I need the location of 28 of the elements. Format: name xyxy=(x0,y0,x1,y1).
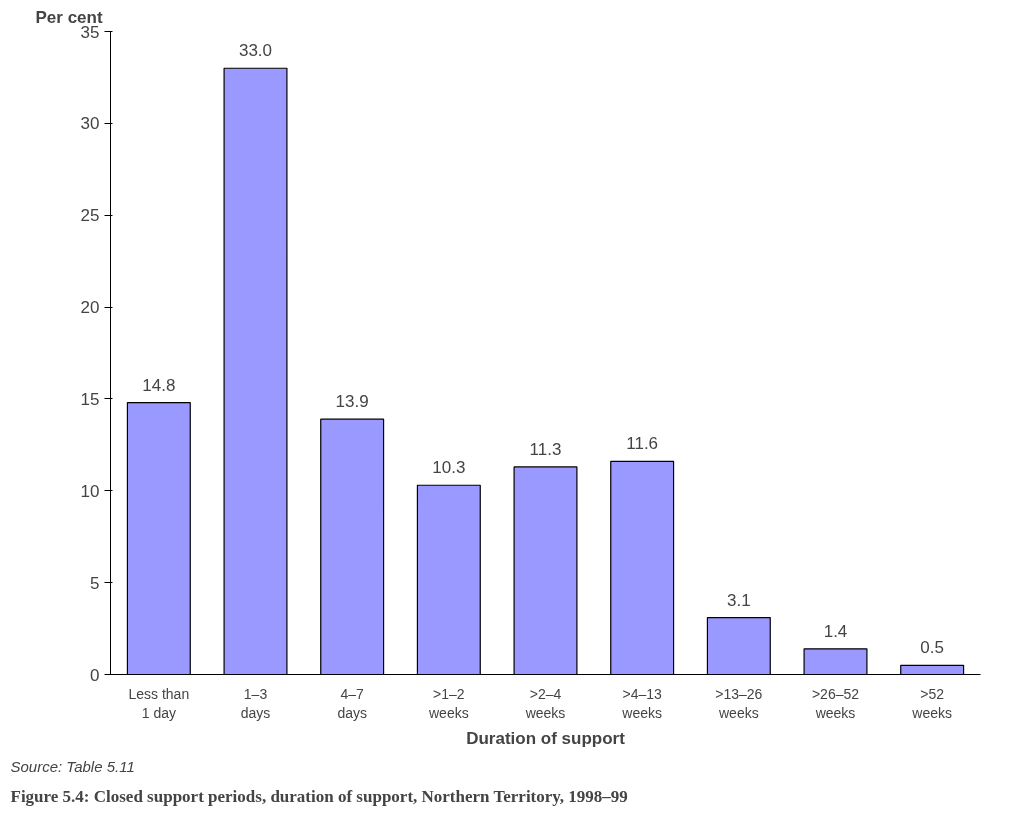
y-tick-label: 25 xyxy=(80,206,100,226)
source-note: Source: Table 5.11 xyxy=(10,757,135,775)
x-tick-label: Less than 1 day xyxy=(128,685,190,721)
y-tick-label: 30 xyxy=(80,114,100,134)
data-label: 11.6 xyxy=(626,434,659,454)
data-label: 14.8 xyxy=(142,375,176,395)
data-label: 0.5 xyxy=(920,638,944,658)
y-tick-label: 10 xyxy=(80,481,100,501)
x-tick-label: >26–52 weeks xyxy=(811,685,860,721)
data-label: 10.3 xyxy=(432,458,466,478)
x-tick-label: 1–3 days xyxy=(240,685,271,721)
data-label: 3.1 xyxy=(727,590,751,610)
x-tick-label: >52 weeks xyxy=(911,685,953,721)
x-tick-label: >13–26 weeks xyxy=(715,685,763,721)
y-tick-label: 5 xyxy=(90,573,100,593)
x-tick-label: 4–7 days xyxy=(337,685,367,721)
x-tick-label: >4–13 weeks xyxy=(621,685,663,721)
x-axis-title: Duration of support xyxy=(466,728,626,748)
data-label: 11.3 xyxy=(529,439,562,459)
text: Figure 5.4: Closed support periods, duration of support, Northern Territory, 1998–99 xyxy=(10,786,628,806)
data-label: 1.4 xyxy=(823,621,848,641)
x-tick-label: >2–4 weeks xyxy=(524,685,566,721)
x-tick-label: >1–2 weeks xyxy=(427,685,469,721)
y-tick-label: 20 xyxy=(80,298,100,318)
y-tick-label: 15 xyxy=(80,389,100,409)
y-tick-label: 0 xyxy=(90,665,100,685)
data-label: 13.9 xyxy=(335,392,369,412)
data-label: 33.0 xyxy=(238,41,273,61)
